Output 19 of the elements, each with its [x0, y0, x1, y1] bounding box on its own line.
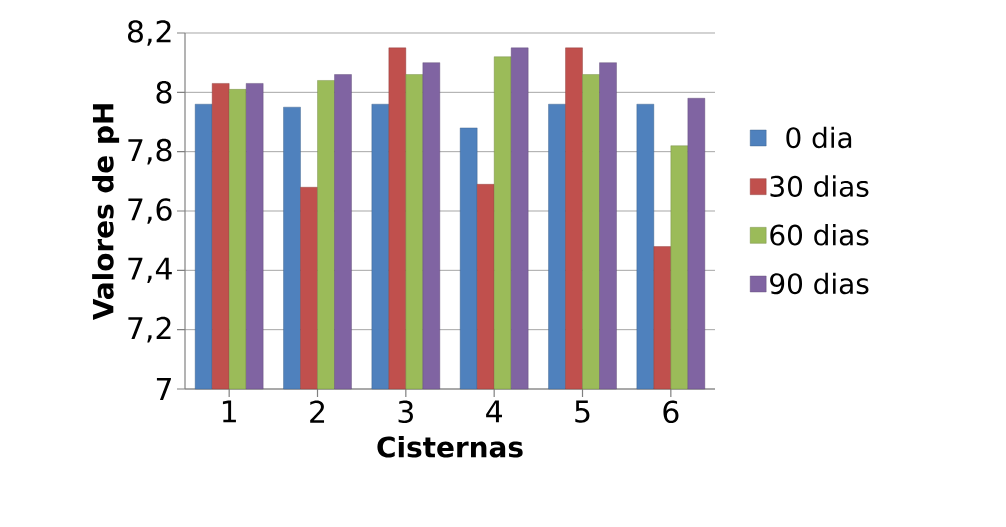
- y-tick-label: 8: [156, 81, 172, 104]
- legend-label: 0 dia: [786, 126, 852, 149]
- x-tick-label: 5: [575, 400, 590, 423]
- y-axis-title: Valores de pH: [92, 104, 120, 321]
- y-tick-label: 7,2: [128, 316, 171, 343]
- y-tick-label: 7,4: [128, 257, 172, 283]
- legend-label: 30 dias: [770, 175, 869, 197]
- y-tick-label: 8,2: [127, 20, 171, 46]
- x-axis-title: Cisternas: [377, 435, 523, 458]
- y-tick-label: 7,8: [128, 138, 172, 165]
- x-tick-label: 2: [310, 400, 325, 423]
- y-tick-label: 7,6: [128, 198, 172, 224]
- x-tick-label: 1: [222, 400, 236, 423]
- x-tick-label: 6: [663, 400, 679, 424]
- legend-label: 90 dias: [770, 272, 869, 295]
- y-tick-label: 7: [156, 378, 171, 400]
- x-tick-label: 3: [398, 400, 413, 424]
- legend-label: 60 dias: [770, 224, 869, 246]
- x-tick-label: 4: [486, 400, 503, 423]
